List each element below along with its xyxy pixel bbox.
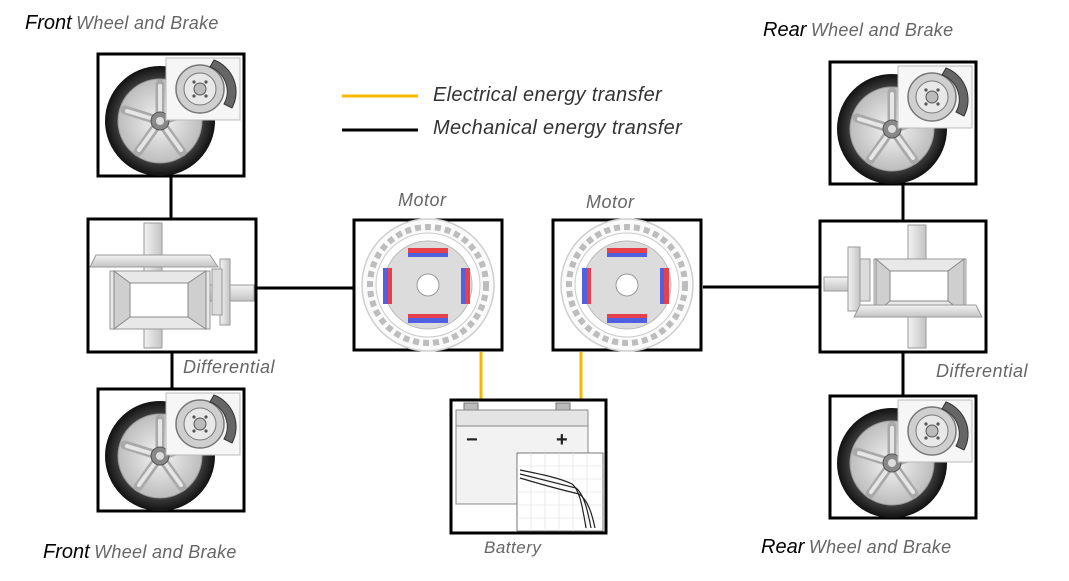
rear-top-label-prefix: Rear [763,19,807,41]
differential-left-label: Differential [183,357,276,377]
rear-differential [818,219,988,354]
front-top-label-prefix: Front [25,12,72,34]
magnet-bottom [607,314,647,323]
front-bottom-label-text: Wheel and Brake [94,542,237,562]
magnet-right [461,268,470,304]
rear-top-label: Rear Wheel and Brake [763,19,953,42]
battery: − + [449,398,608,535]
legend-electrical-label: Electrical energy transfer [433,84,663,106]
motor-left-label: Motor [398,190,447,210]
motor-right [553,219,701,351]
battery-label: Battery [484,538,542,557]
rear-wheel-bottom [830,396,976,518]
rear-wheel-top [830,62,976,184]
battery-minus: − [466,429,478,451]
magnet-left [383,268,392,304]
front-bottom-label: Front Wheel and Brake [43,541,237,564]
battery-plus: + [556,429,568,451]
front-bottom-label-prefix: Front [43,541,90,563]
magnet-top [408,248,448,257]
front-wheel-bottom [98,389,244,511]
magnet-left [582,268,591,304]
magnet-bottom [408,314,448,323]
legend [342,94,418,132]
front-wheel-top [98,54,244,176]
electrical-links [479,352,583,400]
magnet-top [607,248,647,257]
legend-mechanical-label: Mechanical energy transfer [433,117,683,139]
rear-bottom-label: Rear Wheel and Brake [761,536,951,559]
rear-top-label-text: Wheel and Brake [810,20,954,40]
front-differential [86,217,258,354]
motor-right-label: Motor [586,192,635,212]
motor-left [354,219,502,351]
front-top-label-text: Wheel and Brake [76,13,219,33]
differential-right-label: Differential [936,361,1029,381]
magnet-right [660,268,669,304]
mechanical-links [169,176,905,395]
front-top-label: Front Wheel and Brake [25,12,219,35]
rear-bottom-label-prefix: Rear [761,536,805,558]
rear-bottom-label-text: Wheel and Brake [808,537,952,557]
